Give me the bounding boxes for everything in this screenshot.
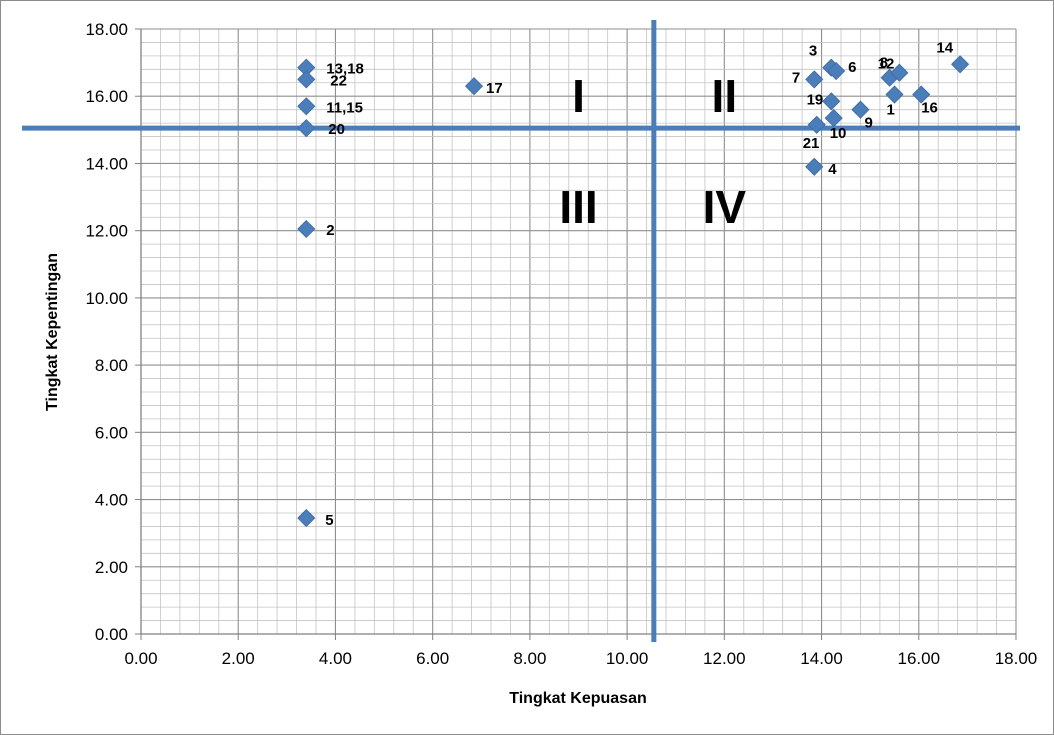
y-tick-label: 18.00 [85, 20, 128, 39]
y-tick-label: 10.00 [85, 289, 128, 308]
point-label-7: 7 [792, 69, 800, 86]
x-tick-label: 10.00 [606, 649, 649, 668]
data-point-7 [805, 70, 824, 89]
y-tick-label: 4.00 [95, 491, 128, 510]
data-point-9 [851, 100, 870, 119]
point-label-9: 9 [864, 115, 872, 132]
quadrant-label: II [712, 70, 738, 122]
x-tick-label: 12.00 [703, 649, 746, 668]
point-label-1: 1 [886, 102, 894, 119]
data-point-6 [827, 61, 846, 81]
point-label-22: 22 [330, 72, 347, 89]
quadrant-dividers [22, 20, 1020, 642]
point-label-6: 6 [848, 59, 856, 76]
point-label-5: 5 [325, 512, 333, 529]
y-tick-label: 2.00 [95, 558, 128, 577]
point-label-16: 16 [921, 100, 938, 117]
quadrant-label: I [572, 70, 585, 122]
point-label-20: 20 [328, 121, 345, 138]
y-tick-label: 16.00 [85, 87, 128, 106]
data-point-10 [824, 109, 843, 128]
data-point-12 [890, 63, 909, 82]
x-tick-label: 2.00 [222, 649, 255, 668]
data-point-5 [297, 508, 316, 528]
y-tick-label: 14.00 [85, 154, 128, 173]
point-label-3: 3 [809, 43, 817, 60]
point-label-13-18: 13,18 [326, 61, 364, 78]
x-tick-label: 0.00 [124, 649, 157, 668]
data-point-22 [297, 70, 316, 89]
data-point-11-15 [297, 97, 316, 116]
y-tick-label: 8.00 [95, 356, 128, 375]
point-label-2: 2 [326, 222, 334, 239]
point-label-12: 12 [878, 56, 895, 73]
point-label-10: 10 [830, 125, 847, 142]
y-tick-label: 12.00 [85, 222, 128, 241]
x-tick-label: 6.00 [416, 649, 449, 668]
x-axis-title: Tingkat Kepuasan [509, 690, 647, 707]
y-tick-label: 0.00 [95, 625, 128, 644]
quadrant-label: III [559, 181, 597, 233]
quadrant-label: IV [703, 181, 747, 233]
data-points [297, 55, 970, 528]
x-tick-label: 8.00 [513, 649, 546, 668]
data-point-2 [297, 219, 316, 239]
data-point-17 [464, 77, 484, 96]
point-label-4: 4 [828, 161, 837, 178]
data-point-16 [912, 85, 931, 104]
axes: 0.00 2.00 4.00 6.00 8.00 10.00 12.00 14.00 16.00… [85, 20, 1037, 668]
point-label-21: 21 [803, 135, 820, 152]
data-point-21 [807, 115, 826, 134]
point-label-14: 14 [936, 39, 953, 56]
point-label-17: 17 [486, 80, 503, 97]
y-axis-title: Tingkat Kepentingan [44, 253, 61, 411]
y-tick-label: 6.00 [95, 423, 128, 442]
x-tick-label: 16.00 [898, 649, 941, 668]
x-tick-label: 4.00 [319, 649, 352, 668]
data-point-20 [297, 119, 316, 138]
data-point-1 [885, 85, 904, 104]
x-tick-label: 14.00 [800, 649, 843, 668]
x-tick-label: 18.00 [995, 649, 1038, 668]
data-point-4 [805, 157, 824, 176]
point-label-8: 8 [880, 55, 888, 72]
data-point-14 [951, 55, 970, 74]
point-label-19: 19 [807, 91, 824, 108]
point-label-11-15: 11,15 [326, 99, 363, 116]
data-point-19 [822, 92, 841, 111]
